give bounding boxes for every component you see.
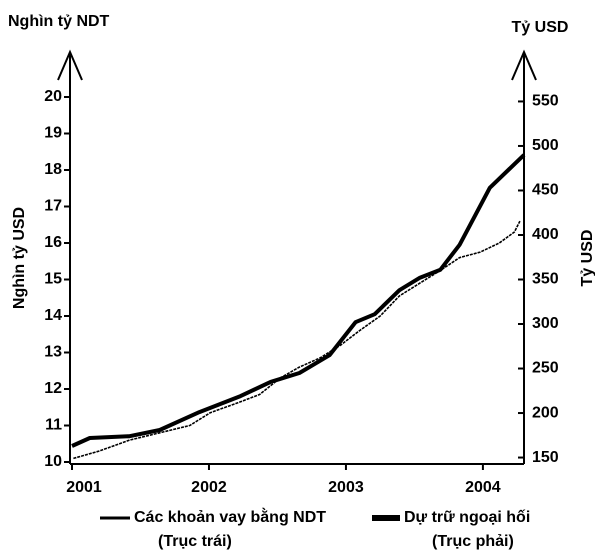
y2-tick-label: 250 [532, 360, 559, 377]
y2-tick-label: 300 [532, 315, 559, 332]
y2-axis [511, 49, 537, 464]
x-tick-label: 2002 [191, 479, 227, 496]
y2-tick-label: 200 [532, 404, 559, 421]
y-axis-label: Nghìn tỷ USD [11, 207, 28, 309]
y-tick-label: 20 [44, 88, 62, 105]
y-tick-label: 19 [44, 125, 62, 142]
legend-label: Dự trữ ngoại hối [404, 509, 530, 526]
x-tick-label: 2004 [465, 479, 501, 496]
y2-tick-label: 550 [532, 93, 559, 110]
y-axis [57, 49, 83, 464]
x-tick-label: 2001 [66, 479, 102, 496]
y-tick-label: 17 [44, 198, 62, 215]
y2-tick-label: 150 [532, 449, 559, 466]
legend-note: (Trục phải) [432, 533, 514, 550]
y2-axis-top-label: Tỷ USD [512, 19, 569, 36]
y-tick-label: 18 [44, 161, 62, 178]
y-tick-label: 10 [44, 453, 62, 470]
y2-axis-label: Tỷ USD [579, 230, 595, 287]
y2-tick-label: 500 [532, 137, 559, 154]
legend-label: Các khoản vay bằng NDT [134, 507, 326, 526]
y-tick-label: 13 [44, 344, 62, 361]
y2-tick-label: 350 [532, 271, 559, 288]
y-tick-label: 16 [44, 234, 62, 251]
x-tick-label: 2003 [328, 479, 364, 496]
legend-note: (Trục trái) [158, 533, 232, 550]
line [71, 153, 526, 448]
y-axis-top-label: Nghìn tỷ NDT [8, 13, 110, 30]
y2-tick-label: 450 [532, 182, 559, 199]
y-tick-label: 14 [44, 307, 62, 324]
y-tick-label: 15 [44, 271, 62, 288]
y2-tick-label: 400 [532, 226, 559, 243]
y-tick-label: 12 [44, 380, 62, 397]
y-tick-label: 11 [45, 417, 62, 434]
